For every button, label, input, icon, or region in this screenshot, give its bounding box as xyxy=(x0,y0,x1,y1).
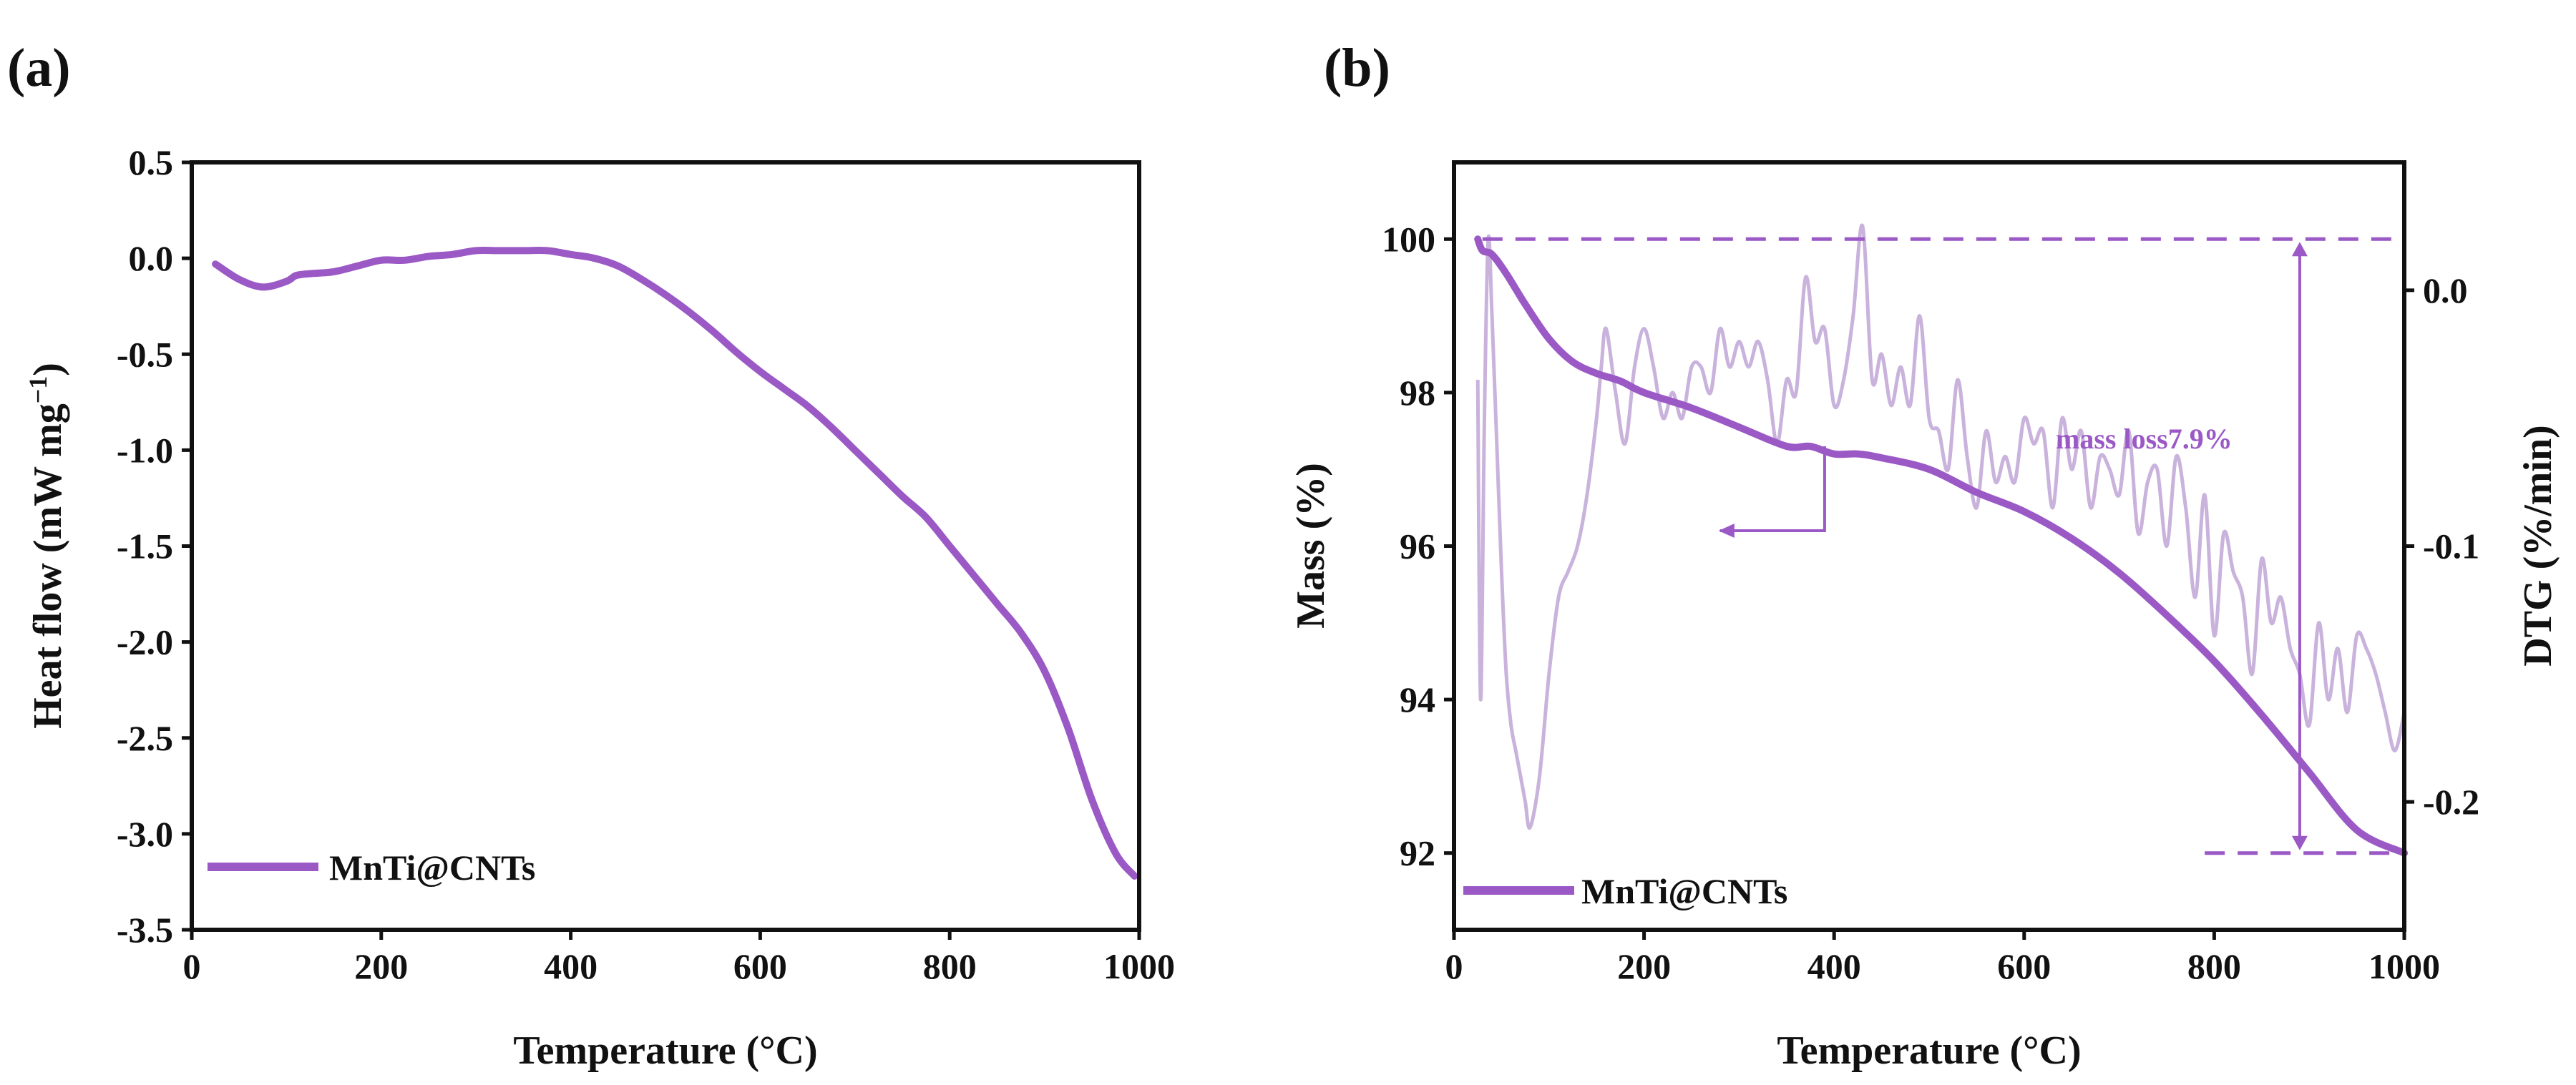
panel-b-axis-indicator-line xyxy=(1719,446,1826,533)
panel-a-frame xyxy=(190,160,1141,932)
panel-a-y-tick-label: 0.0 xyxy=(129,238,174,278)
panel-a-y-tick-label: -0.5 xyxy=(117,334,173,374)
panel-a-x-tick-label: 800 xyxy=(923,946,977,986)
panel-b-legend-label: MnTi@CNTs xyxy=(1581,871,1787,911)
panel-a-y-axis-title-main: Heat flow (mW mg xyxy=(26,403,70,729)
panel-a-x-tick-label: 1000 xyxy=(1103,946,1175,986)
panel-b-x-tick-label: 0 xyxy=(1445,946,1463,986)
panel-a-y-tick-label: -1.5 xyxy=(117,526,173,566)
panel-a-y-tick-label: -1.0 xyxy=(117,430,173,470)
panel-a-y-tick-label: -2.0 xyxy=(117,622,173,662)
panel-a-ticks: 0 200 400 600 800 1000 0.5 0.0 -0.5 -1.0 -1.5 -2.0 -… xyxy=(117,142,1175,986)
panel-b-label: (b) xyxy=(1324,38,1390,98)
panel-a-x-tick-label: 200 xyxy=(354,946,408,986)
panel-b-right-axis-title: DTG (%/min) xyxy=(2516,425,2560,667)
panel-b-x-axis-title: Temperature (°C) xyxy=(1777,1028,2081,1073)
panel-b-plot xyxy=(1474,223,2408,857)
panel-b-mass-loss-label: mass loss7.9% xyxy=(2056,423,2233,455)
panel-b-left-tick-label: 92 xyxy=(1400,833,1435,873)
panel-a-x-tick-label: 0 xyxy=(183,946,201,986)
panel-b-right-tick-label: -0.1 xyxy=(2423,526,2479,566)
panel-a-x-tick-label: 400 xyxy=(544,946,597,986)
panel-a-y-tick-label: 0.5 xyxy=(129,142,174,182)
panel-b-mass-loss-arrowhead-bottom xyxy=(2291,835,2308,850)
panel-b-mass-loss-arrowhead-top xyxy=(2291,242,2308,257)
panel-a-y-axis-title-sup: −1 xyxy=(24,376,52,404)
panel-a-y-tick-label: -3.5 xyxy=(117,910,173,950)
panel-b-right-tick-label: -0.2 xyxy=(2423,782,2479,822)
panel-b-dtg-line xyxy=(1475,223,2406,830)
panel-a-label: (a) xyxy=(7,38,71,98)
panel-a-series-line xyxy=(212,247,1138,880)
panel-b-annotation xyxy=(1482,237,2404,855)
panel-b-x-tick-label: 400 xyxy=(1807,946,1861,986)
panel-b: (b) 0 200 400 600 800 1000 92 94 96 98 100 -0.2 -0.1… xyxy=(1289,38,2560,1073)
panel-b-ticks: 0 200 400 600 800 1000 92 94 96 98 100 -0.2 -0.1 0.0 xyxy=(1382,219,2479,986)
panel-a-y-tick-label: -3.0 xyxy=(117,814,173,854)
panel-a-legend: MnTi@CNTs xyxy=(208,848,535,888)
panel-b-right-tick-label: 0.0 xyxy=(2423,270,2468,310)
panel-b-mass-line xyxy=(1474,235,2408,857)
panel-a-x-tick-label: 600 xyxy=(733,946,787,986)
panel-b-left-tick-label: 100 xyxy=(1382,219,1435,259)
panel-b-left-tick-label: 98 xyxy=(1400,373,1435,413)
panel-b-left-tick-label: 94 xyxy=(1400,679,1435,720)
panel-b-x-tick-label: 800 xyxy=(2187,946,2241,986)
panel-b-frame xyxy=(1452,160,2406,932)
panel-a-y-axis-title-end: ) xyxy=(26,363,70,376)
panel-a-x-axis-title: Temperature (°C) xyxy=(513,1028,817,1073)
panel-a-legend-label: MnTi@CNTs xyxy=(329,848,535,888)
panel-a: (a) 0 200 400 600 800 1000 0.5 0.0 -0.5 -1.0 -1.5 -… xyxy=(7,38,1175,1073)
panel-b-left-axis-title: Mass (%) xyxy=(1289,463,1333,629)
panel-b-axis-indicator-arrowhead xyxy=(1718,524,1735,539)
panel-b-x-tick-label: 200 xyxy=(1617,946,1671,986)
panel-b-legend: MnTi@CNTs xyxy=(1463,871,1787,911)
panel-b-left-tick-label: 96 xyxy=(1400,526,1435,566)
panel-a-y-tick-label: -2.5 xyxy=(117,718,173,758)
panel-a-y-axis-title: Heat flow (mW mg−1) xyxy=(24,363,70,729)
panel-b-x-tick-label: 1000 xyxy=(2368,946,2440,986)
panel-a-plot xyxy=(212,247,1138,880)
panel-b-x-tick-label: 600 xyxy=(1997,946,2051,986)
